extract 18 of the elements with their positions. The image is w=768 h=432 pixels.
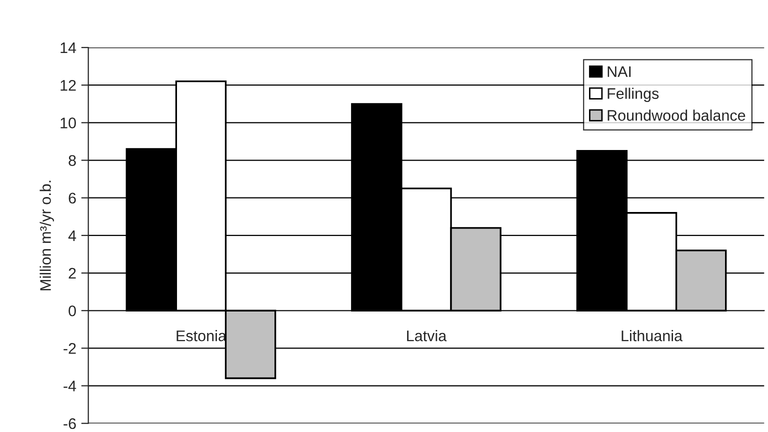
y-tick-label: -2 bbox=[64, 343, 76, 354]
y-tick-label: 14 bbox=[60, 42, 76, 54]
y-tick-label: 2 bbox=[68, 268, 76, 279]
x-tick-label: Latvia bbox=[407, 330, 447, 342]
y-tick-label: 10 bbox=[60, 118, 76, 128]
y-tick-label: 6 bbox=[68, 192, 76, 204]
x-tick-label: Lithuania bbox=[622, 330, 683, 342]
x-tick-label: Estonia bbox=[176, 330, 226, 342]
y-tick-label: 12 bbox=[60, 80, 76, 91]
y-axis-title: Million m³/yr o.b. bbox=[40, 180, 54, 290]
legend-label: Fellings bbox=[608, 88, 659, 102]
y-tick-label: -4 bbox=[64, 380, 76, 392]
y-tick-label: 0 bbox=[68, 305, 76, 316]
y-tick-label: 8 bbox=[68, 155, 76, 166]
legend-label: Roundwood balance bbox=[608, 110, 746, 121]
legend-label: NAI bbox=[608, 66, 631, 77]
y-tick-label: -6 bbox=[64, 418, 76, 430]
y-tick-label: 4 bbox=[68, 230, 76, 241]
